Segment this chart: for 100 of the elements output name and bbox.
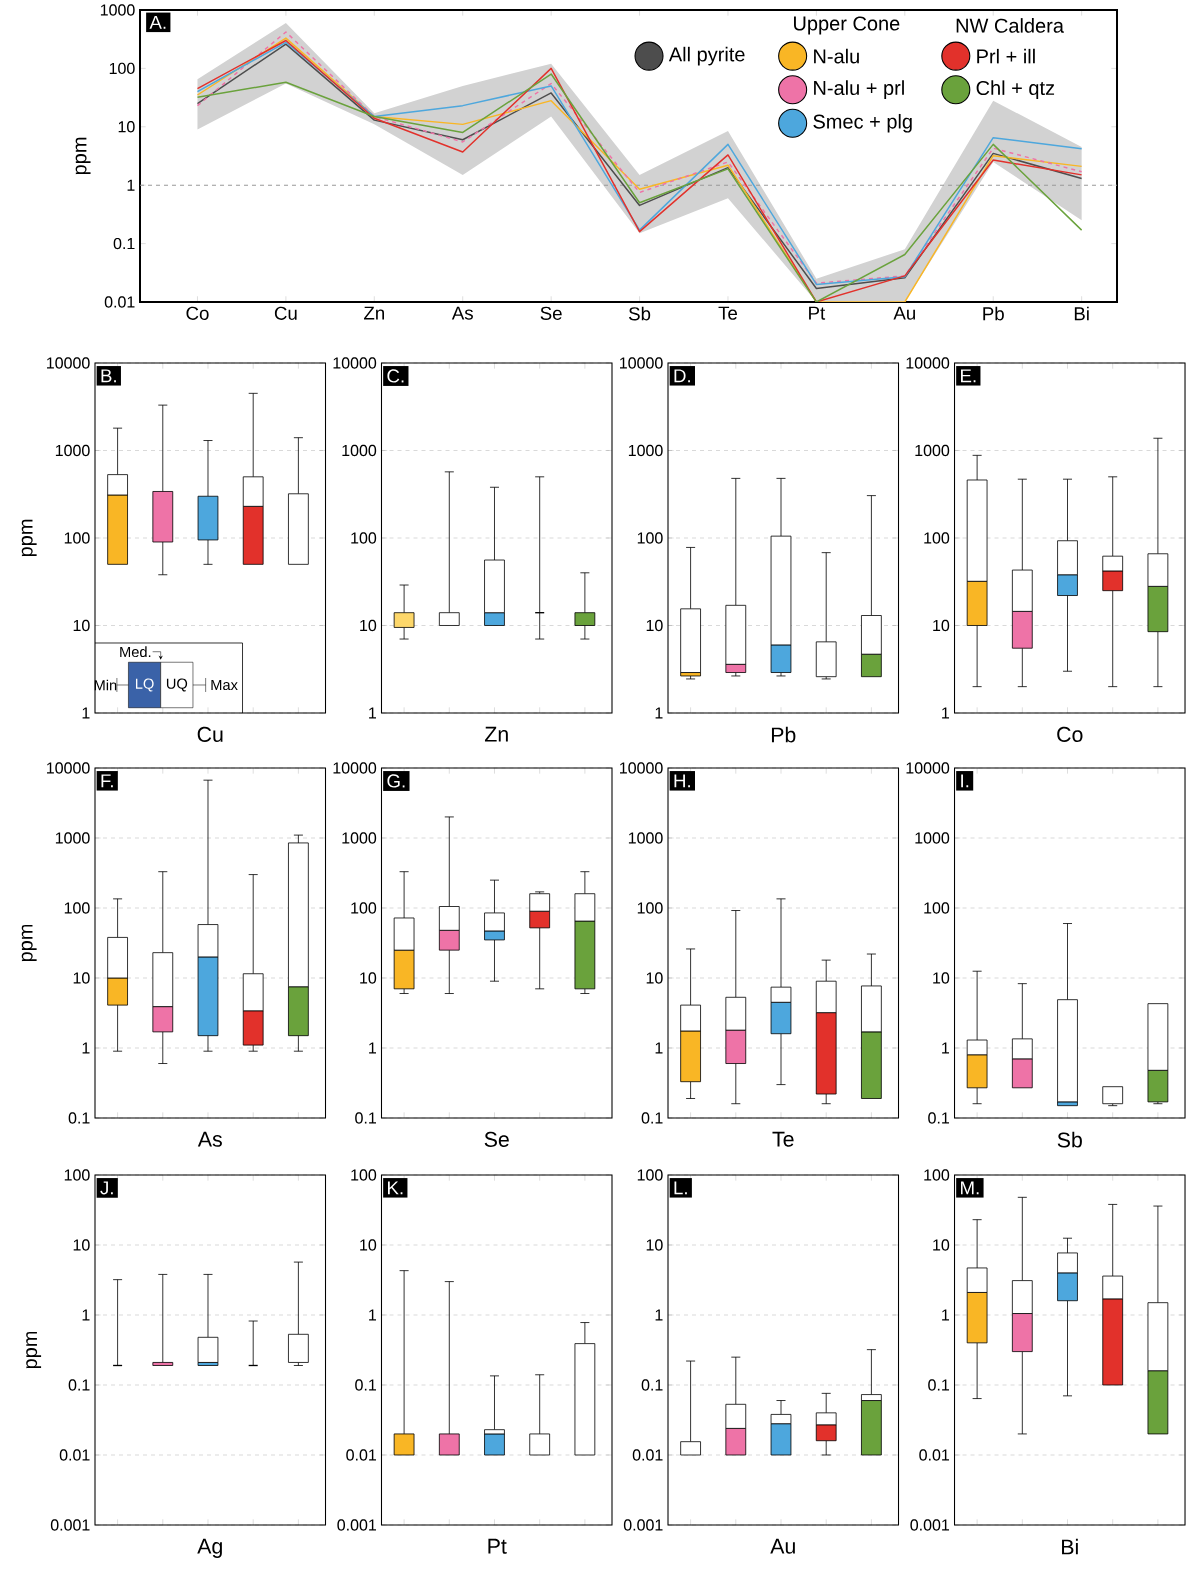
annotation: UQ <box>166 678 188 692</box>
x-tick-label: Zn <box>364 306 384 320</box>
chart-title: M. <box>961 1181 979 1195</box>
chart-title: K. <box>388 1181 403 1195</box>
y-tick-label: 0.1 <box>113 237 135 250</box>
y-tick-label: 100 <box>351 902 377 914</box>
x-tick-label: Sb <box>629 306 651 321</box>
y-tick-label: 100 <box>924 1169 950 1181</box>
y-tick-label: 1 <box>942 1309 950 1321</box>
legend-label: Prl + ill <box>977 48 1035 64</box>
y-tick-label: 0.001 <box>910 1519 950 1531</box>
x-tick-label: Pb <box>983 306 1004 321</box>
y-tick-label: 10000 <box>620 762 663 774</box>
y-tick-label: 10 <box>118 121 135 133</box>
x-axis-title: Te <box>772 1131 794 1147</box>
y-tick-label: 100 <box>109 62 135 75</box>
y-tick-label: 100 <box>351 1169 377 1181</box>
chart-title: G. <box>387 774 405 788</box>
legend-label: Chl + qtz <box>976 80 1055 100</box>
y-tick-label: 10 <box>646 972 663 984</box>
y-tick-label: 0.1 <box>355 1379 376 1391</box>
chart-title: I. <box>961 774 969 788</box>
annotation: Max <box>211 679 238 691</box>
y-axis-title: ppm <box>26 1331 42 1369</box>
x-tick-label: As <box>451 306 473 320</box>
y-tick-label: 100 <box>351 532 377 544</box>
x-axis-title: Pt <box>488 1538 507 1554</box>
y-tick-label: 10000 <box>906 357 950 369</box>
x-axis-title: Au <box>770 1538 795 1554</box>
y-tick-label: 1 <box>655 707 663 719</box>
y-tick-label: 1000 <box>915 832 950 844</box>
y-axis-title: ppm <box>21 519 37 557</box>
y-tick-label: 100 <box>64 532 90 544</box>
chart-title: C. <box>387 369 404 383</box>
x-axis-title: Ag <box>197 1538 222 1558</box>
y-tick-label: 100 <box>637 902 663 914</box>
y-tick-label: 1000 <box>55 444 90 457</box>
y-axis-title: ppm <box>75 137 91 175</box>
y-tick-label: 10 <box>360 619 377 632</box>
y-tick-label: 100 <box>64 1169 90 1181</box>
x-tick-label: Au <box>893 306 915 320</box>
x-tick-label: Se <box>540 306 562 320</box>
y-tick-label: 10 <box>933 619 950 632</box>
y-tick-label: 0.001 <box>337 1519 376 1531</box>
x-axis-title: Se <box>484 1131 509 1147</box>
y-tick-label: 10000 <box>47 762 90 774</box>
x-tick-label: Cu <box>274 306 297 320</box>
y-tick-label: 1000 <box>628 444 663 457</box>
chart-title: D. <box>674 369 690 383</box>
y-tick-label: 0.01 <box>104 296 135 308</box>
y-tick-label: 1 <box>82 707 90 719</box>
y-tick-label: 10 <box>73 972 90 984</box>
y-tick-label: 10000 <box>47 357 90 369</box>
y-tick-label: 1 <box>369 1042 376 1054</box>
y-tick-label: 0.1 <box>928 1112 950 1124</box>
y-tick-label: 0.1 <box>641 1112 663 1124</box>
y-tick-label: 1 <box>942 707 950 719</box>
y-tick-label: 0.01 <box>346 1449 376 1461</box>
y-tick-label: 0.1 <box>928 1379 950 1391</box>
x-axis-title: Bi <box>1062 1538 1078 1555</box>
y-tick-label: 10 <box>933 972 950 984</box>
annotation: LQ <box>135 678 154 692</box>
y-tick-label: 0.1 <box>355 1112 376 1124</box>
legend-label: N-alu + prl <box>814 80 904 100</box>
y-axis-title: ppm <box>21 924 37 962</box>
y-tick-label: 1000 <box>342 444 377 457</box>
chart-title: A. <box>149 15 166 29</box>
y-tick-label: 1000 <box>100 4 135 16</box>
y-tick-label: 1000 <box>55 832 90 844</box>
x-axis-title: As <box>197 1131 222 1147</box>
y-tick-label: 1 <box>942 1042 950 1054</box>
y-tick-label: 0.1 <box>68 1379 90 1391</box>
y-tick-label: 10000 <box>906 762 950 774</box>
y-tick-label: 0.1 <box>68 1112 90 1124</box>
y-tick-label: 1 <box>655 1042 663 1054</box>
y-tick-label: 1000 <box>628 832 663 844</box>
annotation: Upper Cone <box>794 16 900 35</box>
y-tick-label: 1 <box>655 1309 663 1321</box>
annotation: NW Caldera <box>956 18 1064 33</box>
y-tick-label: 0.001 <box>623 1519 663 1531</box>
y-tick-label: 1 <box>369 707 376 719</box>
y-tick-label: 10 <box>360 972 377 984</box>
x-axis-title: Pb <box>771 726 796 743</box>
y-tick-label: 0.1 <box>641 1379 663 1391</box>
y-tick-label: 10 <box>73 1239 90 1251</box>
chart-title: H. <box>674 774 690 788</box>
y-tick-label: 10 <box>646 1239 663 1251</box>
y-tick-label: 10000 <box>620 357 663 369</box>
x-axis-title: Co <box>1057 726 1083 742</box>
y-tick-label: 1 <box>369 1309 376 1321</box>
x-axis-title: Sb <box>1057 1131 1082 1148</box>
y-tick-label: 1 <box>82 1042 90 1054</box>
x-tick-label: Pt <box>809 306 826 320</box>
y-tick-label: 100 <box>64 902 90 914</box>
y-tick-label: 10 <box>360 1239 377 1251</box>
y-tick-label: 1 <box>127 179 135 191</box>
legend-label: Smec + plg <box>813 113 912 133</box>
chart-title: E. <box>961 369 976 383</box>
y-tick-label: 10 <box>73 619 90 632</box>
y-tick-label: 1 <box>82 1309 90 1321</box>
